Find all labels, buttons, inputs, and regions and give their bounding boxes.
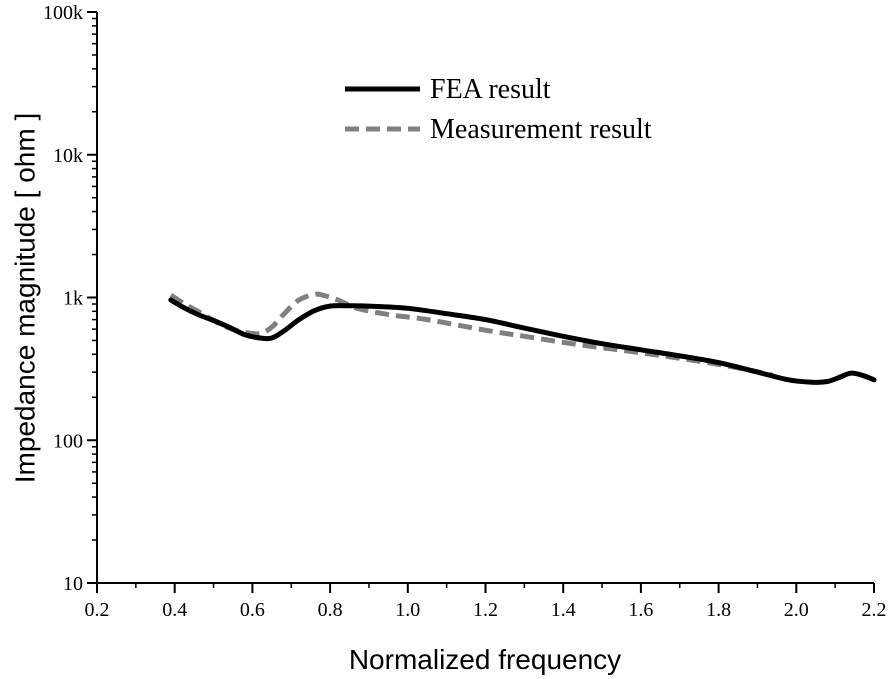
y-axis-title: Impedance magnitude [ ohm ] [9,113,40,483]
x-tick-label: 1.2 [473,599,498,621]
y-tick-label: 1k [63,288,83,310]
plot-area: 10 100 1k 10k 100k 0.2 0.4 0.6 0.8 1.0 1.2 1.4 1.6 1… [43,2,887,621]
y-tick-label: 100 [53,430,83,452]
series-line-fea [168,297,877,385]
legend: FEA result Measurement result [345,74,652,145]
x-axis-title: Normalized frequency [349,644,621,675]
y-tick-label: 10k [53,145,83,167]
x-tick-label: 0.2 [85,599,110,621]
legend-label-measurement: Measurement result [430,114,652,145]
x-tick-label: 2.2 [862,599,887,621]
x-tick-label: 1.8 [706,599,731,621]
series-layer [168,291,877,385]
y-tick-label: 10 [63,573,83,595]
x-tick-label: 1.4 [551,599,576,621]
legend-label-fea: FEA result [430,74,551,105]
x-tick-label: 2.0 [784,599,809,621]
x-tick-label: 1.0 [395,599,420,621]
x-tick-label: 0.6 [240,599,265,621]
x-tick-label: 0.4 [162,599,187,621]
y-tick-label: 100k [43,2,83,24]
series-line-measurement [169,291,774,378]
x-tick-label: 1.6 [628,599,653,621]
y-axis-ticks: 10 100 1k 10k 100k [43,2,97,595]
x-axis-ticks: 0.2 0.4 0.6 0.8 1.0 1.2 1.4 1.6 1.8 2.0 2.2 [85,583,887,621]
x-tick-label: 0.8 [318,599,343,621]
